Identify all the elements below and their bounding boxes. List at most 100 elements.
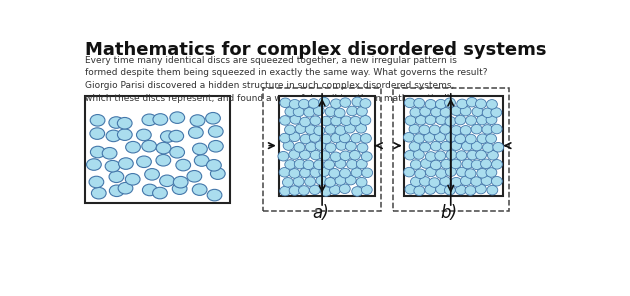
Ellipse shape xyxy=(345,141,357,151)
Ellipse shape xyxy=(430,141,442,151)
Ellipse shape xyxy=(345,123,355,133)
Text: b): b) xyxy=(440,204,457,222)
Ellipse shape xyxy=(415,169,426,178)
Ellipse shape xyxy=(421,159,432,168)
Ellipse shape xyxy=(465,169,476,178)
Ellipse shape xyxy=(414,98,425,108)
Ellipse shape xyxy=(205,112,220,124)
Ellipse shape xyxy=(350,116,361,126)
Ellipse shape xyxy=(340,151,351,160)
Ellipse shape xyxy=(450,159,461,169)
Ellipse shape xyxy=(425,185,436,194)
Ellipse shape xyxy=(471,124,482,134)
Ellipse shape xyxy=(457,99,467,109)
Ellipse shape xyxy=(457,167,467,177)
Ellipse shape xyxy=(411,160,421,169)
Ellipse shape xyxy=(102,147,117,159)
Ellipse shape xyxy=(105,160,120,172)
Ellipse shape xyxy=(435,132,445,142)
Ellipse shape xyxy=(329,185,340,195)
Ellipse shape xyxy=(294,143,305,152)
Ellipse shape xyxy=(285,160,295,169)
Ellipse shape xyxy=(491,176,502,186)
Ellipse shape xyxy=(404,98,415,108)
Ellipse shape xyxy=(321,134,331,144)
Ellipse shape xyxy=(310,168,321,177)
Ellipse shape xyxy=(471,141,482,151)
Ellipse shape xyxy=(90,128,105,139)
Ellipse shape xyxy=(467,150,478,160)
Ellipse shape xyxy=(340,184,350,194)
Ellipse shape xyxy=(331,116,341,126)
Ellipse shape xyxy=(445,117,456,126)
Ellipse shape xyxy=(280,116,290,125)
Ellipse shape xyxy=(487,185,498,195)
Ellipse shape xyxy=(109,117,123,128)
Ellipse shape xyxy=(362,168,372,178)
Ellipse shape xyxy=(188,127,203,138)
Ellipse shape xyxy=(325,143,336,152)
Ellipse shape xyxy=(321,187,331,196)
Ellipse shape xyxy=(324,160,335,169)
Ellipse shape xyxy=(456,151,467,160)
Ellipse shape xyxy=(316,176,327,185)
Ellipse shape xyxy=(118,182,133,194)
Ellipse shape xyxy=(278,152,289,161)
Ellipse shape xyxy=(451,106,462,115)
Ellipse shape xyxy=(314,126,324,136)
Ellipse shape xyxy=(414,186,425,196)
Ellipse shape xyxy=(176,159,191,171)
Ellipse shape xyxy=(335,126,346,135)
Ellipse shape xyxy=(471,160,482,170)
Ellipse shape xyxy=(282,178,294,187)
Ellipse shape xyxy=(289,169,300,178)
Ellipse shape xyxy=(290,115,301,124)
Ellipse shape xyxy=(137,129,151,141)
Ellipse shape xyxy=(117,129,132,140)
Ellipse shape xyxy=(152,187,168,199)
Ellipse shape xyxy=(450,141,462,150)
Ellipse shape xyxy=(91,187,106,199)
Bar xyxy=(404,96,503,196)
Ellipse shape xyxy=(285,107,296,116)
Ellipse shape xyxy=(335,176,346,185)
Ellipse shape xyxy=(310,150,321,160)
Ellipse shape xyxy=(431,107,442,117)
Ellipse shape xyxy=(405,184,416,194)
Ellipse shape xyxy=(300,150,311,160)
Ellipse shape xyxy=(156,142,171,154)
Ellipse shape xyxy=(445,185,455,195)
Ellipse shape xyxy=(161,131,175,142)
Ellipse shape xyxy=(462,141,472,151)
Ellipse shape xyxy=(142,184,157,196)
Ellipse shape xyxy=(209,126,223,137)
Ellipse shape xyxy=(280,186,290,196)
Ellipse shape xyxy=(451,126,462,135)
Ellipse shape xyxy=(409,124,420,134)
Ellipse shape xyxy=(461,106,471,116)
Ellipse shape xyxy=(425,115,436,125)
Ellipse shape xyxy=(446,150,457,160)
Ellipse shape xyxy=(279,168,290,177)
Text: a): a) xyxy=(312,204,329,222)
Ellipse shape xyxy=(466,134,476,144)
Ellipse shape xyxy=(440,141,452,151)
Ellipse shape xyxy=(335,159,346,168)
Ellipse shape xyxy=(313,106,324,115)
Ellipse shape xyxy=(420,107,431,116)
Ellipse shape xyxy=(280,133,290,143)
Ellipse shape xyxy=(455,115,466,125)
Ellipse shape xyxy=(210,168,225,179)
Ellipse shape xyxy=(440,107,451,117)
Bar xyxy=(392,88,509,211)
Ellipse shape xyxy=(335,108,345,118)
Ellipse shape xyxy=(285,125,295,134)
Ellipse shape xyxy=(295,124,306,133)
Ellipse shape xyxy=(351,168,362,177)
Text: Every time many identical discs are squeezed together, a new irregular pattern i: Every time many identical discs are sque… xyxy=(85,56,488,103)
Ellipse shape xyxy=(440,125,450,134)
Ellipse shape xyxy=(169,130,183,142)
Ellipse shape xyxy=(403,133,415,142)
Ellipse shape xyxy=(361,152,372,161)
Ellipse shape xyxy=(330,152,341,162)
